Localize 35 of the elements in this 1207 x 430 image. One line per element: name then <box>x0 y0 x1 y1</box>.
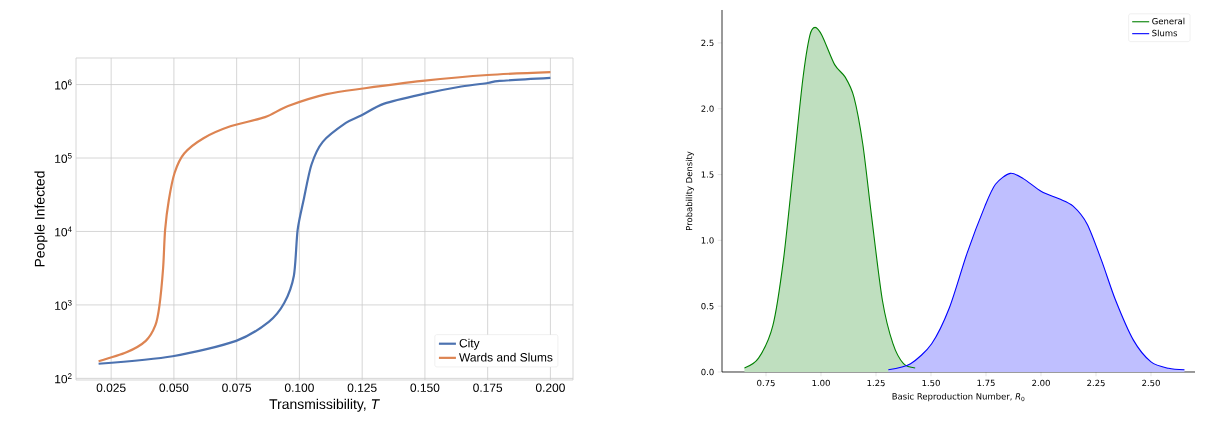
y-tick-label: 2.0 <box>701 105 714 112</box>
y-tick-label: 1.0 <box>701 237 714 244</box>
y-tick-label: 0.5 <box>701 302 714 310</box>
y-tick-label: 10$^{3}$ <box>55 299 72 310</box>
x-tick-label: 1.75 <box>977 379 995 387</box>
y-axis-title: Probability Density <box>685 151 694 230</box>
legend-label: Wards and Slums <box>459 352 553 362</box>
x-tick-label: 2.25 <box>1087 379 1105 387</box>
x-tick-label: 0.175 <box>473 383 503 392</box>
y-tick-label: 10$^{6}$ <box>55 79 72 90</box>
x-axis-title: Basic Reproduction Number, R$_{0}$ <box>892 393 1025 402</box>
y-tick-label: 1.5 <box>701 171 714 178</box>
x-tick-label: 0.125 <box>347 383 377 392</box>
x-tick-label: 1.25 <box>867 379 885 387</box>
x-tick-label: 0.050 <box>159 383 189 392</box>
x-tick-label: 0.150 <box>410 383 440 392</box>
y-tick-label: 10$^{2}$ <box>55 373 72 384</box>
y-axis-title: People Infected <box>34 171 48 267</box>
y-tick-label: 10$^{5}$ <box>55 153 72 163</box>
x-tick-label: 0.200 <box>535 383 565 392</box>
x-tick-label: 0.025 <box>96 383 126 392</box>
x-tick-label: 2.50 <box>1142 379 1160 387</box>
legend-label: Slums <box>1152 29 1178 37</box>
x-tick-label: 2.00 <box>1032 379 1050 387</box>
y-tick-label: 0.0 <box>701 368 714 376</box>
legend-label: City <box>459 338 480 350</box>
x-axis-title: Transmissibility, T <box>269 398 380 412</box>
legend-label: General <box>1152 17 1185 25</box>
x-tick-label: 0.075 <box>222 383 252 392</box>
x-tick-label: 0.75 <box>757 379 775 387</box>
y-tick-label: 10$^{4}$ <box>55 226 72 237</box>
x-tick-label: 1.00 <box>812 379 830 387</box>
y-tick-label: 2.5 <box>701 39 714 47</box>
x-tick-label: 0.100 <box>284 383 314 392</box>
x-tick-label: 1.50 <box>922 379 940 387</box>
